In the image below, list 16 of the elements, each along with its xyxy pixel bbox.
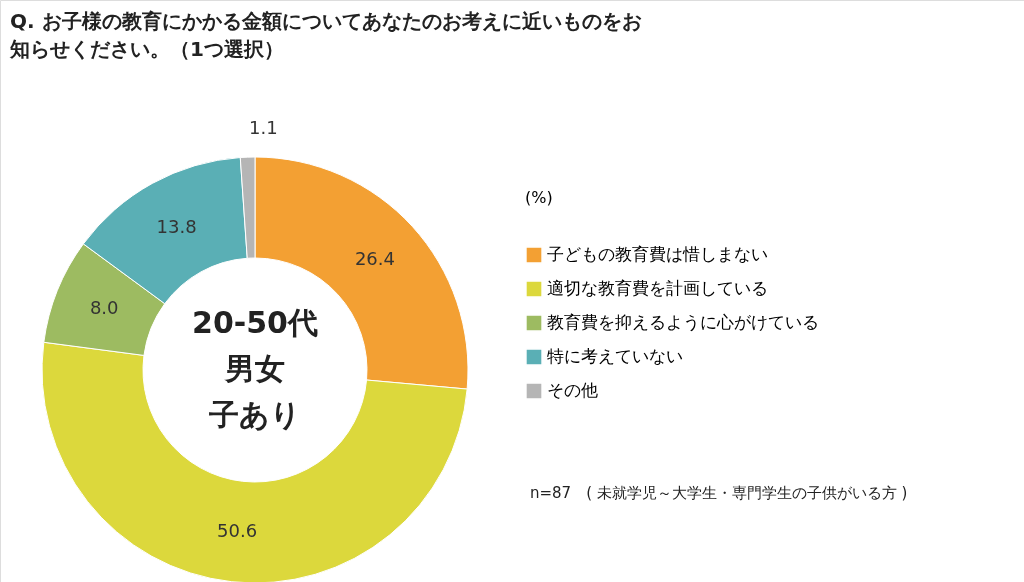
data-label: 26.4 [354,248,395,270]
legend-label: 教育費を抑えるように心がけている [547,312,819,332]
data-label: 8.0 [89,297,119,319]
legend-label: 子どもの教育費は惜しまない [547,244,768,264]
legend-title: (%) [525,188,553,207]
data-label: 13.8 [156,215,197,237]
data-label: 50.6 [217,519,258,541]
text: 20-50代 [192,305,318,340]
text: 子あり [208,397,301,432]
legend-label: その他 [547,380,598,400]
text: n=87 ( 未就学児～大学生・専門学生の子供がいる方 ) [530,484,908,502]
legend-label: 特に考えていない [547,346,683,366]
legend-label: 適切な教育費を計画している [547,278,768,298]
chart-title: Q. お子様の教育にかかる金額についてあなたのお考えに近いものをお知らせください。（1つ選択） [9,9,642,61]
text: 男女 [224,351,285,386]
data-label: 1.1 [249,117,278,139]
